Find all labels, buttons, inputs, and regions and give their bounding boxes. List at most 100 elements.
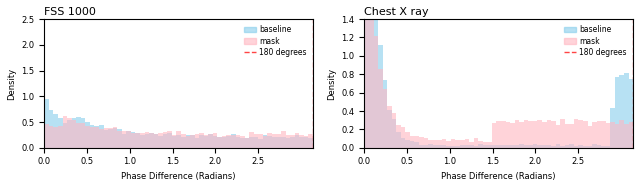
Bar xyxy=(190,135,195,148)
Bar xyxy=(465,139,469,148)
Bar xyxy=(497,145,501,148)
Bar xyxy=(442,139,446,148)
Bar xyxy=(624,73,628,148)
Bar xyxy=(240,136,244,148)
Bar xyxy=(601,146,605,148)
Bar xyxy=(364,0,369,148)
Bar xyxy=(195,138,199,148)
Bar xyxy=(620,120,624,148)
Bar xyxy=(81,118,85,148)
Bar xyxy=(396,125,401,148)
Bar xyxy=(437,140,442,148)
Bar xyxy=(551,121,556,148)
Bar xyxy=(249,132,254,148)
Bar xyxy=(136,133,140,148)
Bar xyxy=(54,127,58,148)
Bar xyxy=(405,132,410,148)
Bar xyxy=(570,124,574,148)
Bar xyxy=(474,138,478,148)
Bar xyxy=(163,132,167,148)
Bar xyxy=(383,80,387,148)
Bar xyxy=(76,124,81,148)
Bar xyxy=(63,124,67,148)
Bar xyxy=(620,74,624,148)
Bar xyxy=(369,0,374,148)
Bar xyxy=(113,127,117,148)
Bar xyxy=(208,134,213,148)
Bar xyxy=(451,146,456,148)
Bar xyxy=(218,137,222,148)
Bar xyxy=(405,140,410,148)
Bar xyxy=(628,122,633,148)
Bar xyxy=(596,146,601,148)
Bar xyxy=(501,121,506,148)
Bar xyxy=(465,145,469,148)
Bar xyxy=(231,135,236,148)
Bar xyxy=(433,145,437,148)
Bar xyxy=(369,0,374,148)
Bar xyxy=(90,127,95,148)
Bar xyxy=(574,119,579,148)
Bar xyxy=(67,118,72,148)
Bar xyxy=(195,134,199,148)
Bar xyxy=(469,145,474,148)
Bar xyxy=(126,131,131,148)
Bar xyxy=(85,126,90,148)
Legend: baseline, mask, 180 degrees: baseline, mask, 180 degrees xyxy=(242,23,309,59)
Bar xyxy=(374,0,378,148)
Bar xyxy=(222,136,227,148)
Bar xyxy=(163,134,167,148)
Bar xyxy=(624,124,628,148)
Bar xyxy=(601,121,605,148)
Bar xyxy=(497,121,501,148)
Bar xyxy=(410,141,415,148)
Bar xyxy=(58,126,63,148)
X-axis label: Phase Difference (Radians): Phase Difference (Radians) xyxy=(442,172,556,181)
Bar xyxy=(290,135,295,148)
Y-axis label: Density: Density xyxy=(7,67,16,99)
Bar xyxy=(108,129,113,148)
Bar xyxy=(81,124,85,148)
Bar xyxy=(519,122,524,148)
Bar xyxy=(104,128,108,148)
Bar xyxy=(254,137,259,148)
Bar xyxy=(285,138,290,148)
Bar xyxy=(364,0,369,148)
Bar xyxy=(126,131,131,148)
Bar xyxy=(387,106,392,148)
Bar xyxy=(451,139,456,148)
Bar xyxy=(227,136,231,148)
Bar xyxy=(199,133,204,148)
Bar xyxy=(90,125,95,148)
Bar xyxy=(72,118,76,148)
Bar xyxy=(254,134,259,148)
Bar xyxy=(538,120,542,148)
Bar xyxy=(154,134,158,148)
Bar xyxy=(611,108,615,148)
Bar xyxy=(478,141,483,148)
Bar xyxy=(259,134,263,148)
Bar xyxy=(460,146,465,148)
Bar xyxy=(300,136,304,148)
Bar xyxy=(510,123,515,148)
Bar xyxy=(208,134,213,148)
Bar xyxy=(304,137,308,148)
Bar xyxy=(437,145,442,148)
Bar xyxy=(478,145,483,148)
Bar xyxy=(67,120,72,148)
Bar xyxy=(140,133,145,148)
Bar xyxy=(44,99,49,148)
Bar xyxy=(177,135,181,148)
Bar xyxy=(158,136,163,148)
Bar xyxy=(574,146,579,148)
Bar xyxy=(308,138,313,148)
Bar xyxy=(401,127,405,148)
Bar xyxy=(501,146,506,148)
Bar xyxy=(538,145,542,148)
Bar xyxy=(428,145,433,148)
Bar xyxy=(424,145,428,148)
Bar xyxy=(433,140,437,148)
Bar xyxy=(276,137,281,148)
Bar xyxy=(628,79,633,148)
Bar xyxy=(49,126,54,148)
